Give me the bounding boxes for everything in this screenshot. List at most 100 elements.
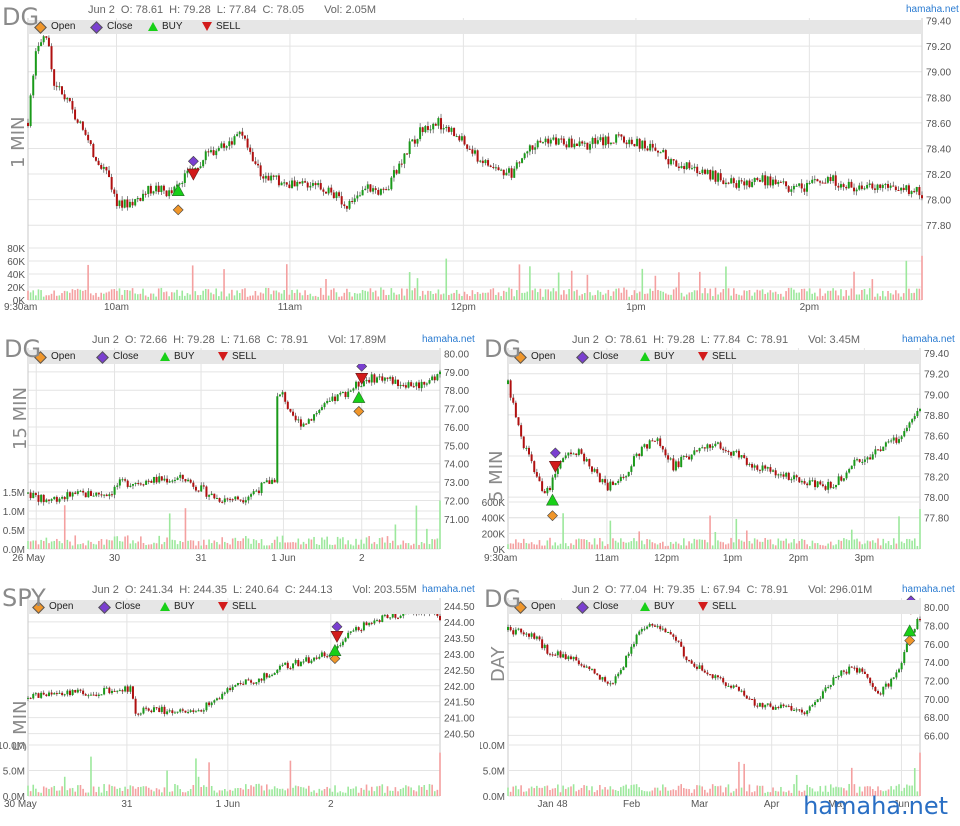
candle-body — [572, 453, 575, 455]
candle-body — [296, 181, 299, 187]
legend-close[interactable]: Close — [90, 20, 133, 34]
volume-bar — [197, 541, 200, 549]
legend-sell[interactable]: SELL — [202, 21, 240, 32]
volume-bar — [228, 293, 231, 300]
volume-bar — [732, 791, 735, 796]
legend-open[interactable]: Open — [514, 600, 555, 614]
volume-bar — [581, 294, 583, 300]
candle-body — [758, 703, 761, 707]
volume-bar — [163, 541, 166, 549]
volume-bar — [853, 539, 856, 549]
candle-body — [674, 636, 677, 641]
legend-open[interactable]: Open — [514, 350, 555, 364]
legend-sell[interactable]: SELL — [218, 601, 256, 612]
candle-body — [530, 633, 533, 637]
volume-bar — [688, 541, 690, 549]
volume-bar — [803, 539, 806, 549]
legend-open[interactable]: Open — [34, 20, 75, 34]
candle-body — [471, 149, 474, 154]
volume-bar — [877, 538, 879, 549]
legend-open[interactable]: Open — [34, 350, 75, 364]
volume-bar — [871, 279, 874, 300]
brand-link[interactable]: hamaha.net — [906, 4, 959, 15]
legend-close[interactable]: Close — [98, 600, 141, 614]
candle-body — [753, 177, 756, 182]
volume-bar — [617, 791, 620, 796]
legend-buy[interactable]: BUY — [148, 21, 183, 32]
volume-bar — [48, 788, 50, 796]
volume-bar — [882, 791, 885, 796]
candle-body — [116, 690, 119, 692]
volume-bar — [82, 290, 84, 300]
candle-body — [877, 690, 880, 694]
candle-body — [785, 181, 788, 187]
x-tick-label: Jun — [893, 799, 909, 810]
volume-bar — [913, 538, 916, 549]
candle-body — [635, 453, 638, 457]
volume-bar — [432, 294, 434, 300]
volume-bar — [596, 790, 599, 796]
candle-body — [609, 481, 612, 491]
volume-bar — [405, 543, 407, 549]
legend-sell[interactable]: SELL — [698, 351, 736, 362]
volume-bar — [688, 789, 690, 796]
legend-sell[interactable]: SELL — [218, 351, 256, 362]
volume-bar — [696, 290, 698, 300]
legend-close[interactable]: Close — [576, 600, 619, 614]
candle-body — [905, 185, 908, 191]
legend-close[interactable]: Close — [576, 350, 619, 364]
candle-body — [60, 86, 63, 95]
candle-body — [727, 182, 730, 184]
candle-body — [139, 483, 142, 485]
candle-body — [351, 200, 354, 202]
volume-bar — [310, 791, 313, 796]
legend-buy[interactable]: BUY — [160, 601, 195, 612]
footer-brand-logo[interactable]: hamaha.net — [803, 792, 948, 820]
legend-open[interactable]: Open — [32, 600, 73, 614]
volume-bar — [257, 295, 259, 300]
volume-bar — [819, 544, 822, 549]
volume-bar — [431, 784, 433, 796]
candle-body — [265, 480, 268, 483]
volume-bar — [911, 785, 913, 796]
volume-bar — [538, 540, 541, 549]
volume-bar — [56, 790, 58, 796]
volume-bar — [378, 785, 381, 796]
candle-body — [293, 180, 296, 187]
volume-bar — [743, 763, 745, 796]
volume-bar — [709, 515, 711, 549]
legend-close[interactable]: Close — [96, 350, 139, 364]
candle-body — [683, 166, 686, 170]
volume-bar — [863, 288, 866, 300]
candle-body — [538, 476, 541, 482]
volume-bar — [357, 792, 360, 796]
candle-body — [711, 674, 714, 679]
volume-bar — [393, 292, 395, 300]
legend-buy[interactable]: BUY — [640, 601, 675, 612]
candle-body — [575, 453, 578, 455]
candle-body — [292, 411, 295, 416]
legend-sell[interactable]: SELL — [698, 601, 736, 612]
candle-body — [871, 683, 874, 687]
brand-link[interactable]: hamaha.net — [422, 334, 475, 345]
candle-body — [510, 168, 513, 178]
volume-bar — [816, 791, 819, 796]
candle-body — [814, 480, 817, 488]
candle-body — [596, 140, 599, 144]
brand-link[interactable]: hamaha.net — [902, 334, 955, 345]
volume-bar — [564, 788, 567, 796]
volume-bar — [620, 787, 622, 796]
candle-body — [381, 615, 384, 622]
candle-body — [76, 119, 79, 123]
volume-bar — [455, 289, 458, 300]
candle-body — [716, 675, 719, 678]
candle-body — [850, 465, 853, 470]
candle-body — [669, 458, 672, 460]
brand-link[interactable]: hamaha.net — [902, 584, 955, 595]
volume-bar — [171, 791, 174, 796]
brand-link[interactable]: hamaha.net — [422, 584, 475, 595]
legend-buy[interactable]: BUY — [640, 351, 675, 362]
candle-body — [590, 668, 593, 670]
legend-buy[interactable]: BUY — [160, 351, 195, 362]
volume-bar — [321, 790, 323, 796]
